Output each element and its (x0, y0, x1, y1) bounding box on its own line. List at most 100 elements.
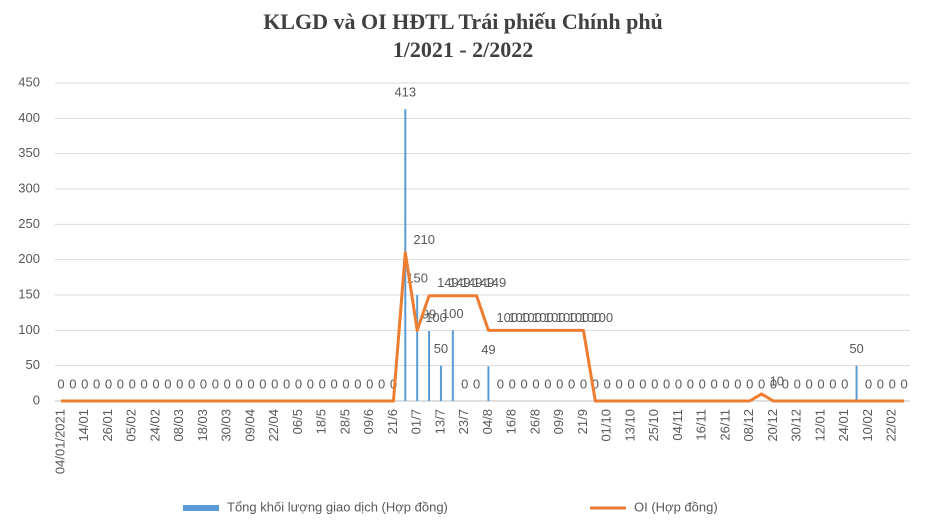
data-label: 0 (675, 376, 682, 391)
y-tick-label: 0 (33, 392, 40, 407)
x-tick-label: 06/5 (290, 409, 305, 434)
x-tick-label: 26/8 (527, 409, 542, 434)
data-label: 100 (532, 310, 554, 325)
y-tick-label: 100 (18, 322, 40, 337)
y-tick-label: 200 (18, 251, 40, 266)
data-label: 0 (366, 376, 373, 391)
data-label: 0 (105, 376, 112, 391)
data-label: 0 (152, 376, 159, 391)
data-label: 0 (224, 376, 231, 391)
data-label: 149 (485, 275, 507, 290)
data-label: 0 (57, 376, 64, 391)
data-label: 149 (461, 275, 483, 290)
data-label: 50 (434, 341, 448, 356)
chart-subtitle: 1/2021 - 2/2022 (393, 37, 534, 62)
data-label: 0 (509, 376, 516, 391)
data-label: 100 (591, 310, 613, 325)
data-label: 100 (496, 310, 518, 325)
x-tick-label: 26/11 (717, 409, 732, 441)
data-label: 0 (342, 376, 349, 391)
x-tick-label: 28/5 (337, 409, 352, 434)
data-label: 0 (770, 376, 777, 391)
data-label: 0 (176, 376, 183, 391)
data-label: 0 (188, 376, 195, 391)
y-tick-label: 50 (26, 357, 40, 372)
data-label: 0 (140, 376, 147, 391)
data-label: 100 (580, 310, 602, 325)
y-tick-label: 250 (18, 216, 40, 231)
data-label: 149 (473, 275, 495, 290)
x-tick-label: 09/9 (551, 409, 566, 434)
x-tick-label: 01/7 (409, 409, 424, 434)
data-label: 100 (568, 310, 590, 325)
data-label: 100 (425, 310, 447, 325)
x-tick-label: 24/01 (836, 409, 851, 442)
x-tick-label: 08/12 (741, 409, 756, 442)
data-label: 0 (734, 376, 741, 391)
x-tick-label: 18/03 (195, 409, 210, 442)
data-label: 100 (556, 310, 578, 325)
data-label: 0 (283, 376, 290, 391)
data-label: 0 (235, 376, 242, 391)
data-label: 100 (544, 310, 566, 325)
data-label: 0 (580, 376, 587, 391)
chart-title: KLGD và OI HĐTL Trái phiếu Chính phủ (263, 9, 663, 34)
x-tick-label: 08/03 (171, 409, 186, 442)
data-label: 0 (841, 376, 848, 391)
data-label: 0 (746, 376, 753, 391)
data-label: 0 (651, 376, 658, 391)
data-label: 100 (508, 310, 530, 325)
x-tick-label: 22/04 (266, 409, 281, 442)
data-label: 0 (805, 376, 812, 391)
data-label: 0 (556, 376, 563, 391)
data-label: 0 (710, 376, 717, 391)
data-label: 413 (394, 85, 416, 100)
data-label: 10 (770, 373, 784, 388)
legend-swatch (183, 505, 219, 511)
data-label: 0 (627, 376, 634, 391)
data-label: 0 (592, 376, 599, 391)
data-label: 50 (849, 341, 863, 356)
x-tick-label: 18/5 (314, 409, 329, 434)
data-label: 49 (481, 342, 495, 357)
data-label: 0 (544, 376, 551, 391)
legend-label: OI (Hợp đồng) (634, 499, 718, 514)
bar (439, 365, 442, 401)
x-tick-label: 09/6 (361, 409, 376, 434)
data-label: 210 (413, 232, 435, 247)
y-tick-label: 300 (18, 180, 40, 195)
x-tick-label: 21/6 (385, 409, 400, 434)
data-label: 0 (877, 376, 884, 391)
data-label: 0 (532, 376, 539, 391)
data-label: 0 (378, 376, 385, 391)
x-tick-label: 04/11 (670, 409, 685, 441)
data-label: 100 (442, 306, 464, 321)
x-tick-label: 16/11 (694, 409, 709, 441)
data-label: 0 (615, 376, 622, 391)
x-tick-label: 04/01/2021 (52, 409, 67, 474)
data-label: 0 (758, 376, 765, 391)
data-label: 0 (889, 376, 896, 391)
line (60, 251, 905, 403)
y-tick-label: 450 (18, 74, 40, 89)
bar (416, 295, 419, 401)
data-label: 0 (865, 376, 872, 391)
data-label: 0 (330, 376, 337, 391)
data-label: 149 (449, 275, 471, 290)
data-label: 0 (307, 376, 314, 391)
data-label: 0 (81, 376, 88, 391)
x-tick-label: 09/04 (242, 409, 257, 442)
data-label: 0 (117, 376, 124, 391)
x-tick-label: 14/01 (76, 409, 91, 442)
data-label: 0 (461, 376, 468, 391)
data-label: 0 (319, 376, 326, 391)
x-tick-label: 30/03 (219, 409, 234, 442)
x-tick-label: 22/02 (884, 409, 899, 442)
y-tick-label: 400 (18, 110, 40, 125)
data-label: 0 (687, 376, 694, 391)
x-tick-label: 20/12 (765, 409, 780, 442)
data-label: 0 (829, 376, 836, 391)
x-tick-label: 13/7 (432, 409, 447, 434)
data-label: 0 (69, 376, 76, 391)
